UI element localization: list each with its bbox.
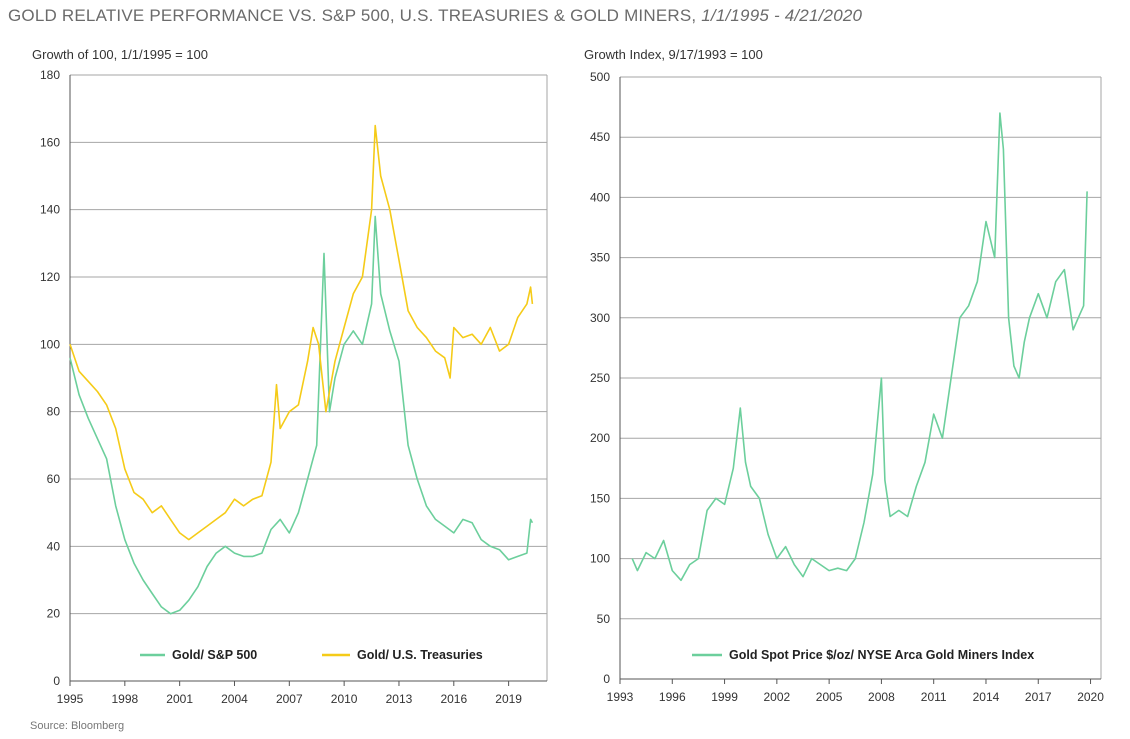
chart-title-main: GOLD RELATIVE PERFORMANCE VS. S&P 500, U… xyxy=(8,6,702,25)
right-xtick-2017: 2017 xyxy=(1025,690,1052,704)
right-ytick-500: 500 xyxy=(590,70,610,84)
right-xtick-2008: 2008 xyxy=(868,690,895,704)
left-xtick-2016: 2016 xyxy=(440,692,467,706)
right-ytick-250: 250 xyxy=(590,371,610,385)
left-xtick-1998: 1998 xyxy=(111,692,138,706)
left-xtick-2001: 2001 xyxy=(166,692,193,706)
right-xtick-1993: 1993 xyxy=(607,690,634,704)
right-ytick-400: 400 xyxy=(590,190,610,204)
left-ytick-180: 180 xyxy=(40,68,60,82)
right-series-line-0 xyxy=(631,112,1088,582)
left-ytick-20: 20 xyxy=(47,607,61,621)
right-ytick-150: 150 xyxy=(590,491,610,505)
chart-title: GOLD RELATIVE PERFORMANCE VS. S&P 500, U… xyxy=(8,6,862,26)
right-ytick-350: 350 xyxy=(590,251,610,265)
right-ytick-450: 450 xyxy=(590,130,610,144)
right-ytick-0: 0 xyxy=(603,672,610,686)
right-ytick-200: 200 xyxy=(590,431,610,445)
source-note: Source: Bloomberg xyxy=(30,720,125,732)
right-ytick-100: 100 xyxy=(590,552,610,566)
left-xtick-2007: 2007 xyxy=(276,692,303,706)
left-xtick-2004: 2004 xyxy=(221,692,248,706)
right-xtick-1996: 1996 xyxy=(659,690,686,704)
left-series-line-1 xyxy=(69,124,534,541)
right-ytick-300: 300 xyxy=(590,311,610,325)
left-ytick-80: 80 xyxy=(47,405,61,419)
right-xtick-1999: 1999 xyxy=(711,690,738,704)
left-ytick-120: 120 xyxy=(40,270,60,284)
left-legend-label-0: Gold/ S&P 500 xyxy=(172,648,257,662)
left-legend-label-1: Gold/ U.S. Treasuries xyxy=(357,648,483,662)
left-ytick-160: 160 xyxy=(40,135,60,149)
left-xtick-2010: 2010 xyxy=(331,692,358,706)
right-chart-subtitle: Growth Index, 9/17/1993 = 100 xyxy=(584,47,763,62)
right-xtick-2020: 2020 xyxy=(1077,690,1104,704)
left-ytick-140: 140 xyxy=(40,203,60,217)
left-ytick-60: 60 xyxy=(47,472,61,486)
chart-title-dates: 1/1/1995 - 4/21/2020 xyxy=(701,6,863,25)
left-xtick-2019: 2019 xyxy=(495,692,522,706)
right-xtick-2014: 2014 xyxy=(973,690,1000,704)
right-legend-label-0: Gold Spot Price $/oz/ NYSE Arca Gold Min… xyxy=(729,648,1034,662)
right-xtick-2005: 2005 xyxy=(816,690,843,704)
left-ytick-40: 40 xyxy=(47,539,61,553)
left-ytick-100: 100 xyxy=(40,337,60,351)
right-xtick-2002: 2002 xyxy=(763,690,790,704)
left-series-line-0 xyxy=(69,215,534,615)
right-xtick-2011: 2011 xyxy=(921,690,947,704)
right-ytick-50: 50 xyxy=(597,612,611,626)
left-ytick-0: 0 xyxy=(53,674,60,688)
left-xtick-2013: 2013 xyxy=(386,692,413,706)
left-xtick-1995: 1995 xyxy=(57,692,84,706)
left-chart-subtitle: Growth of 100, 1/1/1995 = 100 xyxy=(32,47,208,62)
